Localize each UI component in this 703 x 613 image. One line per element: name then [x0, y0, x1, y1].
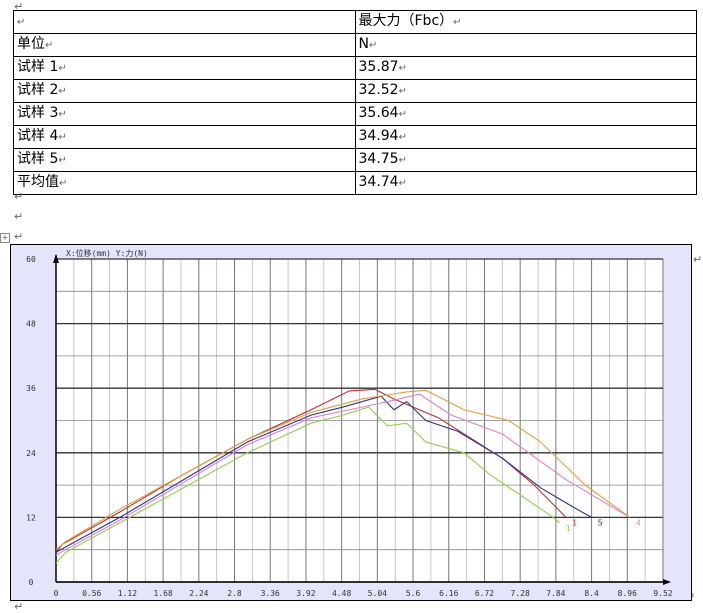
- series-line-5: [55, 389, 631, 551]
- x-tick-label: 3.92: [296, 589, 315, 598]
- table-row: 试样 3↵ 35.64↵: [13, 102, 697, 126]
- paragraph-mark: ↵: [14, 0, 24, 13]
- table-header-row: ↵ 最大力（Fbc）↵: [13, 10, 697, 34]
- x-tick-label: 8.4: [584, 589, 599, 598]
- x-tick-label: 7.84: [546, 589, 565, 598]
- table-row: 试样 1↵ 35.87↵: [13, 56, 697, 80]
- cell-label: 试样 5: [17, 151, 59, 167]
- table-move-handle-icon[interactable]: +: [0, 233, 10, 243]
- cell-label: 试样 4: [17, 128, 59, 144]
- y-tick-label: 48: [26, 320, 36, 329]
- x-tick-label: 3.36: [261, 589, 280, 598]
- table-row: 平均值↵ 34.74↵: [13, 171, 697, 195]
- x-tick-label: 5.6: [406, 589, 421, 598]
- x-tick-label: 0.56: [82, 589, 101, 598]
- cell-value: 35.87: [358, 59, 399, 75]
- chart-axis-caption: X:位移(mm) Y:力(N): [66, 248, 148, 258]
- series-end-label: 1: [566, 524, 571, 533]
- series-end-label: 4: [636, 518, 641, 527]
- x-tick-label: 1.68: [153, 589, 172, 598]
- series-line-4: [55, 393, 631, 556]
- y-tick-label: 0: [29, 578, 34, 587]
- x-tick-label: 6.72: [475, 589, 494, 598]
- column-header: 最大力（Fbc）: [358, 13, 454, 29]
- table-row: 试样 5↵ 34.75↵: [13, 148, 697, 172]
- cell-value: 34.74: [358, 174, 399, 190]
- cell-value: 32.52: [358, 82, 399, 98]
- x-tick-label: 8.96: [618, 589, 637, 598]
- cell-label: 试样 3: [17, 105, 59, 121]
- series-end-label: 5: [598, 518, 603, 527]
- x-tick-label: 6.16: [439, 589, 458, 598]
- x-tick-label: 7.28: [511, 589, 530, 598]
- table-row: 单位↵ N↵: [13, 33, 697, 57]
- paragraph-mark: ↵: [14, 190, 24, 203]
- y-tick-label: 24: [26, 449, 36, 458]
- x-tick-label: 4.48: [332, 589, 351, 598]
- table-row: 试样 2↵ 32.52↵: [13, 79, 697, 103]
- series-line-3: [55, 395, 592, 553]
- paragraph-mark: ↵: [14, 210, 24, 223]
- y-axis-arrow-icon: [53, 254, 59, 263]
- x-tick-label: 0: [54, 589, 59, 598]
- cell-value: 34.94: [358, 128, 399, 144]
- series-end-label: 1: [572, 518, 577, 527]
- x-axis-arrow-icon: [663, 579, 671, 585]
- force-displacement-chart-image: 0 0.56 1.12 1.68 2.24 2.8 3.36 3.92 4.48 5.04 5.6 6…: [10, 244, 692, 601]
- x-tick-label: 2.24: [189, 589, 208, 598]
- x-tick-label: 5.04: [368, 589, 387, 598]
- x-tick-label: 9.52: [653, 589, 672, 598]
- cell-value: 35.64: [358, 105, 399, 121]
- cell-label: 平均值: [17, 174, 59, 190]
- cell-label: 单位: [17, 36, 45, 52]
- table-row: 试样 4↵ 34.94↵: [13, 125, 697, 149]
- y-tick-label: 60: [26, 255, 36, 264]
- cell-label: 试样 2: [17, 82, 59, 98]
- cell-value: N: [358, 36, 369, 52]
- paragraph-mark: ↵: [14, 230, 24, 243]
- y-tick-label: 36: [26, 384, 36, 393]
- cell-value: 34.75: [358, 151, 399, 167]
- x-tick-label: 2.8: [227, 589, 242, 598]
- x-tick-label: 1.12: [118, 589, 137, 598]
- chart-svg: 0 0.56 1.12 1.68 2.24 2.8 3.36 3.92 4.48 5.04 5.6 6…: [26, 248, 673, 598]
- max-force-table: ↵ 最大力（Fbc）↵ 单位↵ N↵ 试样 1↵ 35.87↵ 试样 2↵ 32.52↵ 试…: [13, 10, 697, 195]
- series-line-2: [55, 406, 561, 564]
- y-tick-label: 12: [26, 513, 36, 522]
- paragraph-mark: ↵: [14, 600, 24, 613]
- cell-label: 试样 1: [17, 59, 59, 75]
- paragraph-mark: ↵: [693, 253, 703, 266]
